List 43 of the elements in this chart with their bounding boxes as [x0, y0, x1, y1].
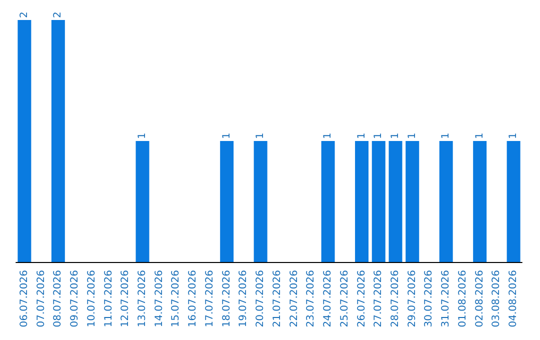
- data-label: 2: [18, 12, 30, 18]
- x-tick-label: 18.07.2026: [221, 270, 232, 328]
- x-tick-label: 02.08.2026: [474, 270, 486, 328]
- x-tick-label: 03.08.2026: [491, 270, 502, 328]
- x-tick-label: 31.07.2026: [440, 270, 452, 328]
- x-tick-label: 14.07.2026: [154, 270, 165, 328]
- data-label: 1: [440, 132, 452, 139]
- x-tick-label: 10.07.2026: [86, 270, 98, 328]
- x-tick-label: 16.07.2026: [188, 270, 199, 328]
- data-label: 1: [356, 132, 368, 139]
- data-label: 1: [508, 132, 520, 139]
- x-tick-label: 07.07.2026: [36, 270, 47, 328]
- x-tick-label: 08.07.2026: [52, 270, 64, 328]
- x-tick-label: 11.07.2026: [103, 270, 114, 328]
- data-label: 1: [322, 132, 334, 139]
- data-label: 1: [390, 132, 401, 139]
- x-tick-label: 30.07.2026: [424, 270, 435, 328]
- x-tick-label: 29.07.2026: [406, 270, 418, 328]
- x-tick-label: 17.07.2026: [204, 270, 216, 328]
- x-tick-label: 25.07.2026: [339, 270, 350, 328]
- data-label: 1: [255, 132, 266, 139]
- x-tick-label: 22.07.2026: [288, 270, 300, 328]
- data-label: 2: [52, 12, 64, 18]
- x-tick-label: 23.07.2026: [306, 270, 317, 328]
- data-label: 1: [373, 132, 384, 139]
- x-tick-label: 19.07.2026: [238, 270, 250, 328]
- data-label: 1: [137, 132, 148, 139]
- x-tick-label: 01.08.2026: [457, 270, 468, 328]
- x-tick-label: 20.07.2026: [255, 270, 266, 328]
- x-tick-label: 21.07.2026: [272, 270, 283, 328]
- x-tick-label: 04.08.2026: [508, 270, 520, 328]
- data-label: 1: [221, 132, 232, 139]
- data-label: 1: [406, 132, 418, 139]
- x-tick-label: 12.07.2026: [120, 270, 132, 328]
- x-tick-label: 13.07.2026: [137, 270, 148, 328]
- x-tick-label: 26.07.2026: [356, 270, 368, 328]
- x-tick-label: 28.07.2026: [390, 270, 401, 328]
- x-tick-label: 24.07.2026: [322, 270, 334, 328]
- x-tick-label: 15.07.2026: [170, 270, 182, 328]
- data-label: 1: [474, 132, 486, 139]
- x-tick-label: 06.07.2026: [18, 270, 30, 328]
- x-tick-label: 27.07.2026: [373, 270, 384, 328]
- x-tick-label: 09.07.2026: [70, 270, 81, 328]
